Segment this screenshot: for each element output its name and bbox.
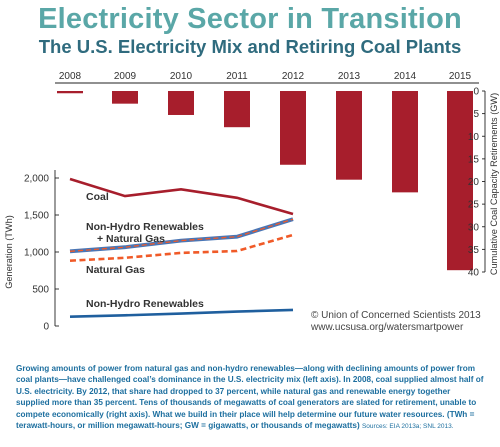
left-axis-tick-label: 500 (32, 285, 49, 296)
chart-title: Electricity Sector in Transition (38, 3, 462, 35)
year-label-2014: 2014 (394, 71, 417, 82)
right-axis-tick-label: 35 (468, 245, 480, 256)
year-label-2010: 2010 (170, 71, 193, 82)
caption-text: Growing amounts of power from natural ga… (16, 364, 484, 431)
left-axis-tick-label: 2,000 (24, 174, 49, 185)
series-label-combined-line1: Non-Hydro Renewables (86, 221, 204, 233)
caption-sources: Sources: EIA 2013a; SNL 2013. (361, 423, 454, 431)
right-axis-tick-label: 15 (468, 154, 480, 165)
caption: Growing amounts of power from natural ga… (16, 363, 486, 432)
retirement-bar-2013 (336, 91, 362, 180)
series-label-combined-line2: + Natural Gas (97, 233, 165, 245)
series-line-3 (69, 308, 294, 318)
chart-subtitle: The U.S. Electricity Mix and Retiring Co… (38, 36, 462, 57)
year-label-2015: 2015 (449, 71, 472, 82)
retirement-bar-2014 (392, 91, 418, 193)
right-axis-tick-label: 10 (468, 132, 480, 143)
credit-copyright: © Union of Concerned Scientists 2013 (311, 310, 481, 321)
left-axis-label: Generation (TWh) (4, 215, 14, 289)
right-axis-label: Cumulative Coal Capacity Retirements (GW… (489, 93, 499, 275)
right-axis-tick-label: 40 (468, 268, 480, 279)
retirement-bar-2011 (224, 91, 250, 128)
right-axis-tick-label: 0 (473, 87, 479, 98)
retirement-bar-2010 (168, 91, 194, 115)
year-label-2009: 2009 (114, 71, 137, 82)
right-axis-tick-label: 30 (468, 222, 480, 233)
retirement-bar-2008 (57, 91, 83, 94)
left-axis-tick-label: 0 (43, 322, 49, 333)
series-line-0 (69, 177, 294, 216)
series-line-1-dash (69, 218, 294, 252)
retirement-bar-2012 (280, 91, 306, 165)
year-label-2011: 2011 (226, 71, 248, 82)
series-label-natural-gas: Natural Gas (86, 264, 145, 276)
left-axis-tick-label: 1,500 (24, 211, 49, 222)
left-axis-tick-label: 1,000 (24, 248, 49, 259)
year-label-2012: 2012 (282, 71, 305, 82)
year-label-2008: 2008 (59, 71, 82, 82)
right-axis-tick-label: 20 (468, 177, 480, 188)
series-label-renewables: Non-Hydro Renewables (86, 298, 204, 310)
retirement-bar-2009 (112, 91, 138, 104)
credit-url: www.ucsusa.org/watersmartpower (310, 322, 464, 333)
series-label-coal: Coal (86, 191, 109, 203)
year-label-2013: 2013 (338, 71, 361, 82)
right-axis-tick-label: 25 (468, 200, 480, 211)
retirement-bar-2015 (447, 91, 473, 271)
right-axis-tick-label: 5 (473, 109, 479, 120)
